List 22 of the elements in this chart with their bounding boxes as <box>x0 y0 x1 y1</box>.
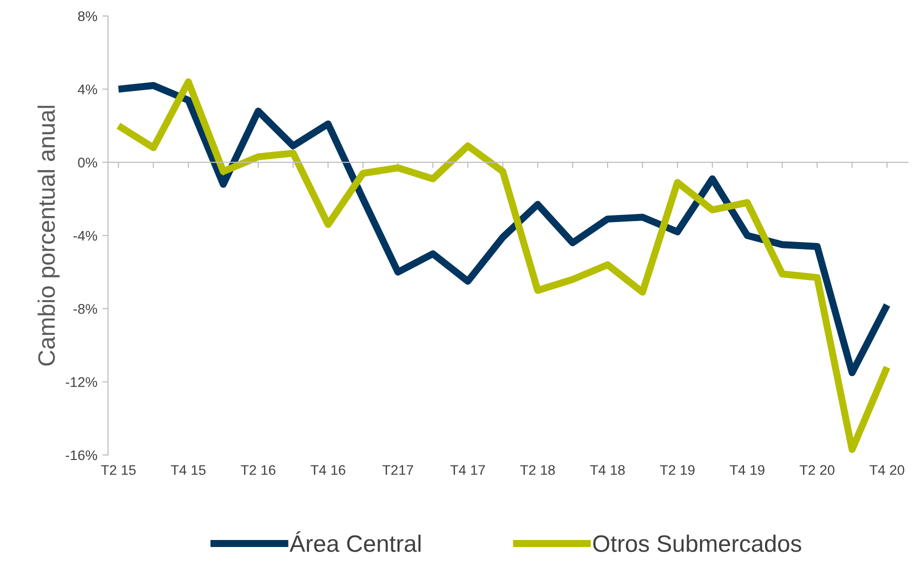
x-tick-label: T2 20 <box>800 465 834 475</box>
y-tick-label: 0% <box>78 158 98 168</box>
x-tick-label: T4 16 <box>310 465 346 475</box>
x-tick-label: T4 19 <box>730 465 764 475</box>
y-tick-label: 4% <box>78 84 98 94</box>
y-tick-label: -8% <box>74 304 98 314</box>
x-tick-label: T4 20 <box>870 465 904 475</box>
y-axis-title: Cambio porcentual anual <box>38 106 60 366</box>
x-tick-label: T2 16 <box>240 465 276 475</box>
x-tick-label: T2 18 <box>520 465 555 475</box>
x-tick-label: T4 17 <box>450 465 485 475</box>
x-tick-label: T4 15 <box>170 465 206 475</box>
x-tick-label: T217 <box>382 465 414 475</box>
y-tick-label: 8% <box>78 11 98 22</box>
x-tick-label: T2 15 <box>101 465 136 475</box>
legend-label: Otros Submercados <box>593 534 802 552</box>
y-tick-label: -12% <box>66 377 98 387</box>
y-tick-label: -4% <box>74 230 98 241</box>
x-tick-label: T4 18 <box>590 465 625 475</box>
legend-label: Área Central <box>290 531 420 552</box>
x-tick-label: T2 19 <box>660 465 695 475</box>
y-tick-label: -16% <box>66 450 98 460</box>
